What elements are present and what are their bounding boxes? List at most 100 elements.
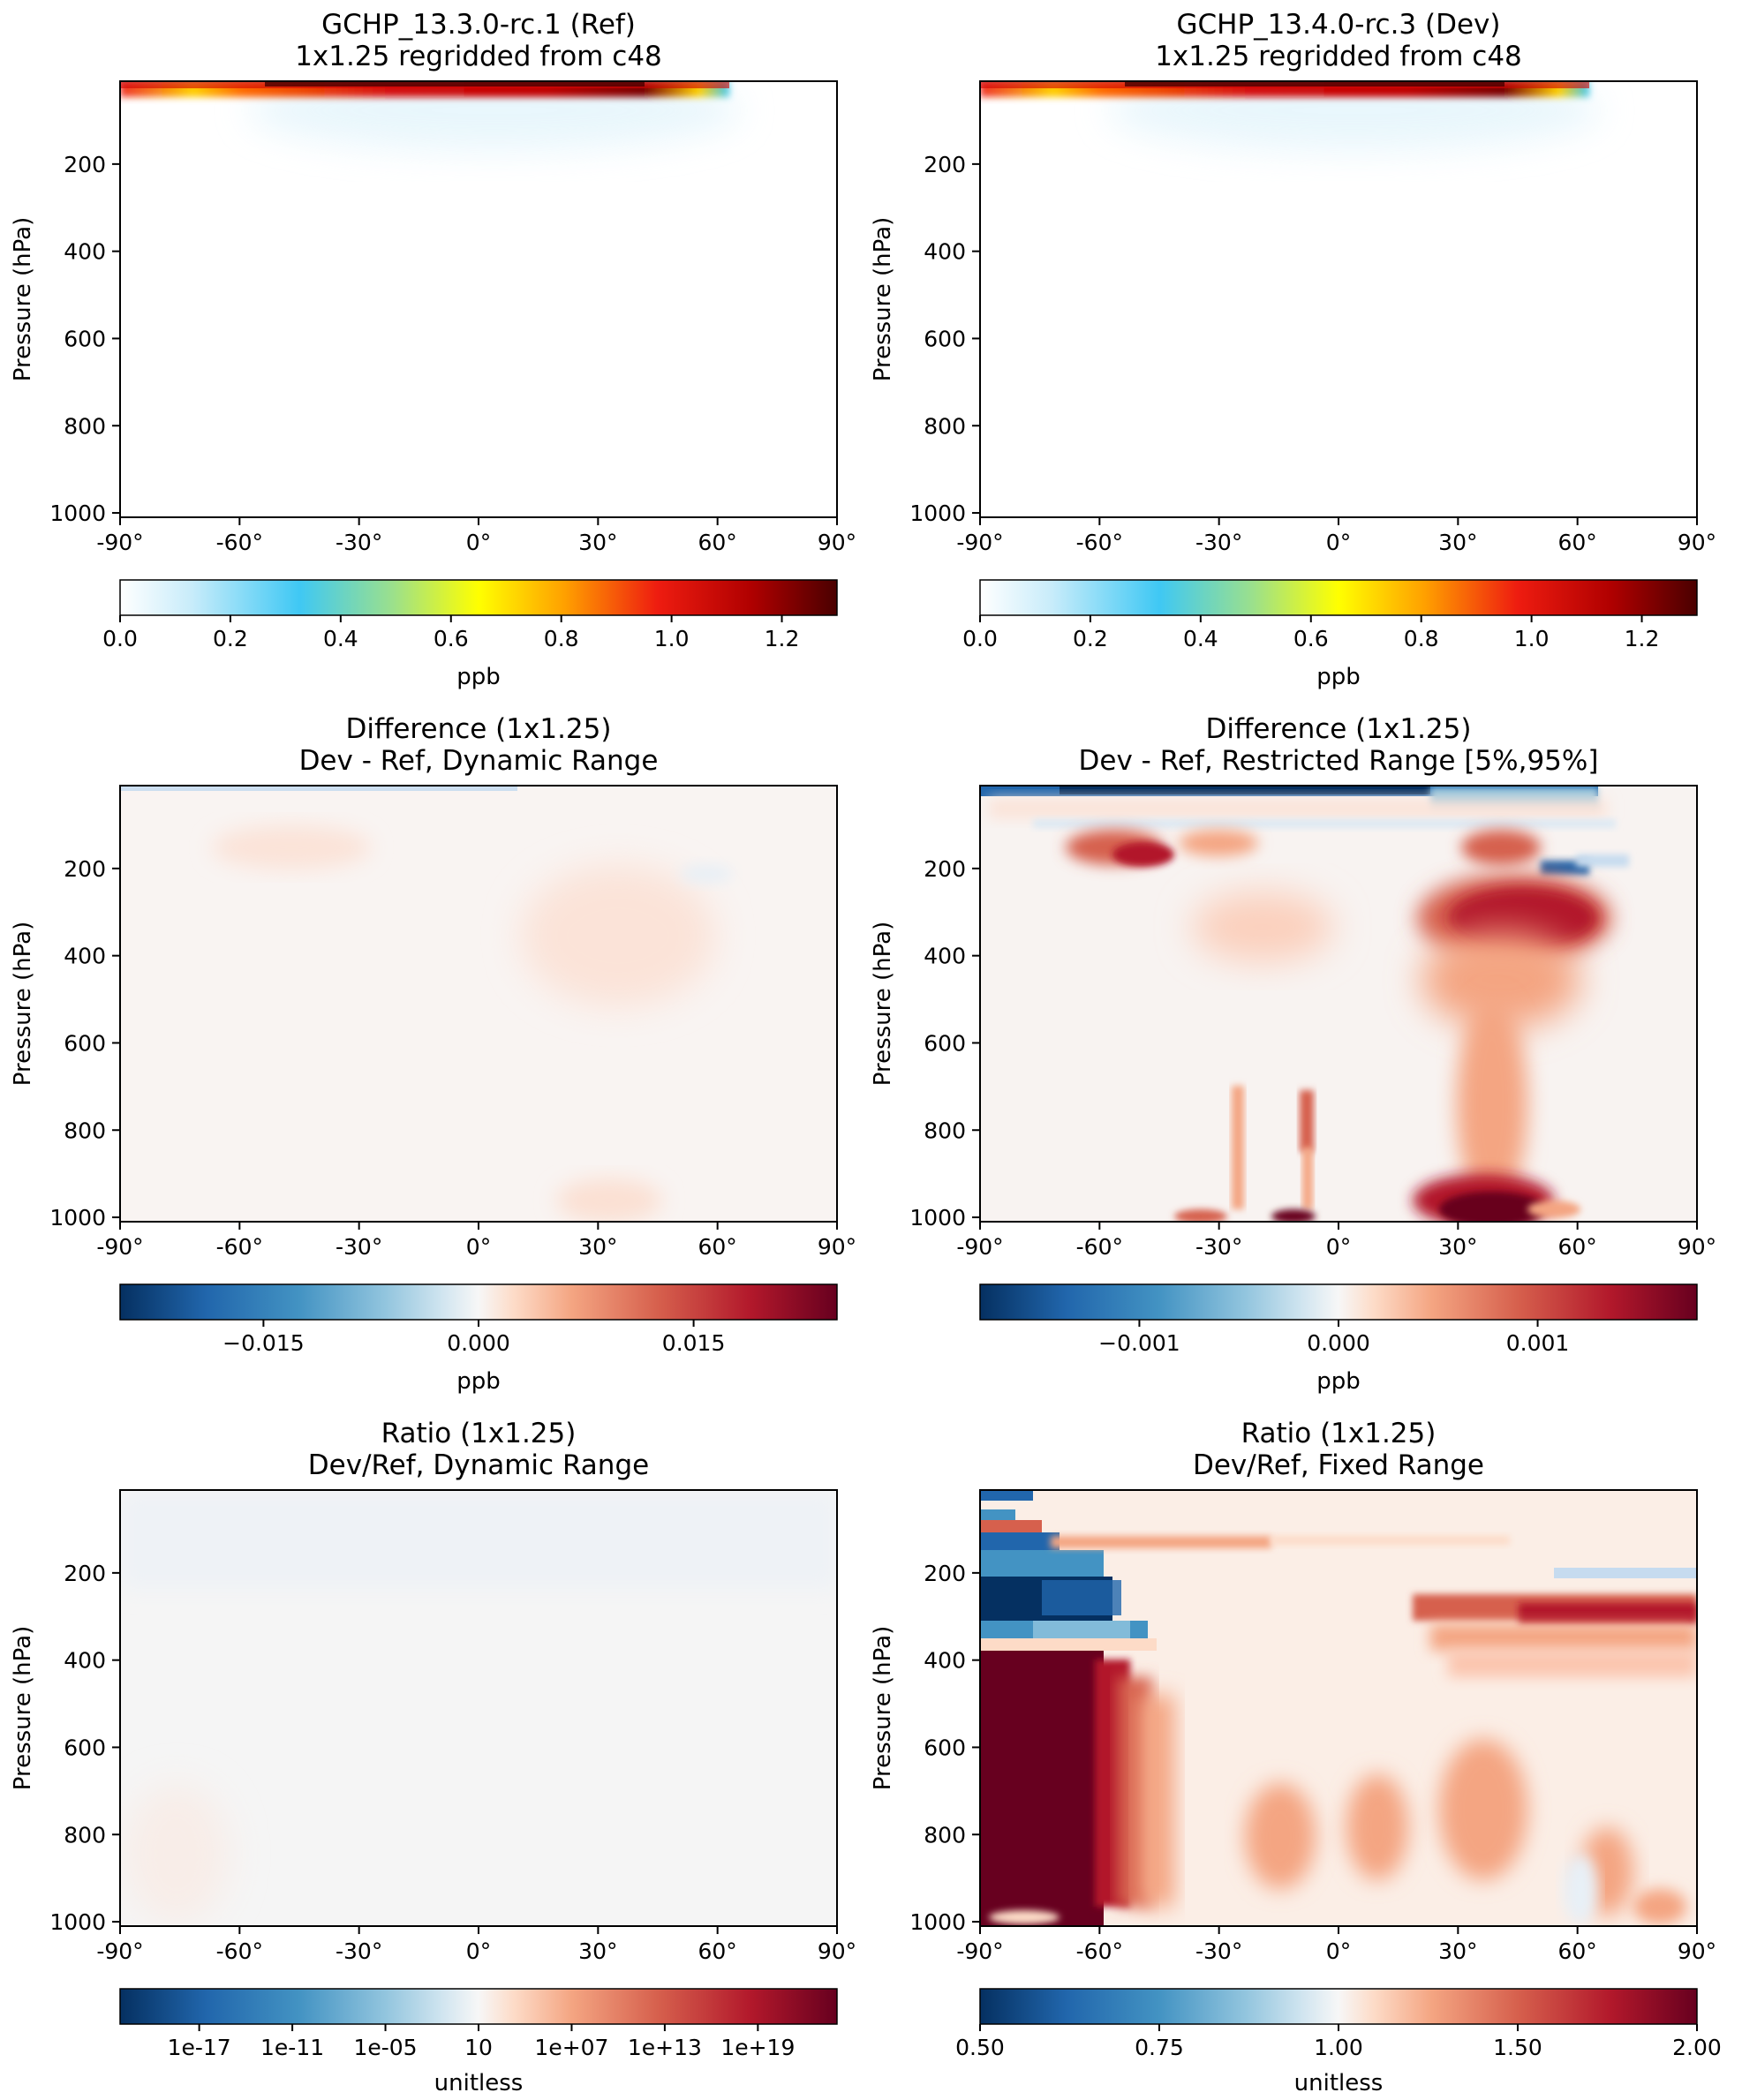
x-tick-label: -90° (96, 530, 143, 555)
colorbar-label: unitless (1294, 2070, 1384, 2096)
x-tick-label: -90° (96, 1234, 143, 1260)
y-tick-label: 1000 (909, 1205, 966, 1231)
colorbar-tick-label: 0.8 (544, 626, 579, 651)
y-axis: 200 400 600 800 1000 (49, 152, 120, 526)
panel-title: Difference (1x1.25) (1206, 713, 1472, 745)
x-tick-label: -90° (956, 530, 1003, 555)
y-tick-label: 200 (64, 856, 106, 882)
x-tick-label: 0° (1326, 530, 1351, 555)
y-tick-label: 800 (64, 1822, 106, 1848)
panel-ratio-dynamic: Ratio (1x1.25) Dev/Ref, Dynamic Range -9… (10, 1418, 856, 2096)
colorbar-ticks: 0.0 0.2 0.4 0.6 0.8 1.0 1.2 (102, 615, 799, 651)
x-tick-label: 30° (578, 1234, 617, 1260)
colorbar-tick-label: 1e-05 (353, 2035, 417, 2060)
x-tick-label: 90° (818, 1938, 856, 1964)
panel-title: Ratio (1x1.25) (381, 1418, 577, 1449)
colorbar (979, 579, 1698, 616)
y-tick-label: 800 (924, 1118, 966, 1143)
colorbar-ticks: 0.0 0.2 0.4 0.6 0.8 1.0 1.2 (962, 615, 1659, 651)
y-tick-label: 200 (64, 152, 106, 177)
y-tick-label: 200 (924, 1561, 966, 1586)
x-tick-label: -30° (336, 1938, 382, 1964)
colorbar-tick-label: 0.75 (1135, 2035, 1184, 2060)
x-tick-label: -30° (1195, 1938, 1242, 1964)
x-tick-label: -60° (216, 1938, 263, 1964)
y-axis-label: Pressure (hPa) (870, 217, 896, 382)
x-tick-label: -60° (1076, 1938, 1123, 1964)
y-tick-label: 1000 (49, 1205, 106, 1231)
x-tick-label: 90° (818, 530, 856, 555)
colorbar-tick-label: 1.0 (1514, 626, 1550, 651)
x-axis: -90° -60° -30° 0° 30° 60° 90° (96, 1222, 856, 1260)
x-axis: -90° -60° -30° 0° 30° 60° 90° (96, 517, 856, 555)
y-tick-label: 400 (924, 1648, 966, 1674)
colorbar-tick-label: 1.00 (1314, 2035, 1363, 2060)
heatmap-field (120, 81, 742, 150)
x-tick-label: -30° (1195, 1234, 1242, 1260)
colorbar-tick-label: 1e+13 (628, 2035, 702, 2060)
plot-background (980, 81, 1697, 517)
colorbar-tick-label: 0.0 (962, 626, 998, 651)
x-tick-label: 60° (698, 1938, 737, 1964)
x-tick-label: 30° (1438, 1938, 1477, 1964)
x-tick-label: 0° (1326, 1938, 1351, 1964)
y-tick-label: 800 (924, 413, 966, 439)
x-tick-label: -60° (1076, 530, 1123, 555)
x-tick-label: 90° (818, 1234, 856, 1260)
y-tick-label: 800 (64, 413, 106, 439)
colorbar-label: ppb (1316, 1368, 1361, 1395)
heatmap-field (120, 1492, 837, 1924)
panel-dev: GCHP_13.4.0-rc.3 (Dev) 1x1.25 regridded … (870, 9, 1716, 690)
x-tick-label: 30° (578, 1938, 617, 1964)
heatmap-field (980, 81, 1602, 150)
x-tick-label: 60° (698, 530, 737, 555)
x-tick-label: -60° (1076, 1234, 1123, 1260)
y-axis-label: Pressure (hPa) (870, 922, 896, 1087)
y-tick-label: 200 (924, 152, 966, 177)
y-tick-label: 600 (924, 1030, 966, 1056)
panel-subtitle: Dev - Ref, Dynamic Range (299, 745, 659, 777)
colorbar-tick-label: 1.0 (654, 626, 690, 651)
y-tick-label: 400 (924, 944, 966, 969)
colorbar (119, 1283, 838, 1321)
x-tick-label: -60° (216, 1234, 263, 1260)
y-tick-label: 600 (64, 326, 106, 351)
x-tick-label: 90° (1678, 1234, 1716, 1260)
panel-title: Difference (1x1.25) (346, 713, 612, 745)
colorbar-tick-label: 0.4 (323, 626, 358, 651)
y-tick-label: 800 (924, 1822, 966, 1848)
colorbar-ticks: 0.50 0.75 1.00 1.50 2.00 (955, 2024, 1722, 2060)
y-axis-label: Pressure (hPa) (10, 922, 36, 1087)
y-tick-label: 600 (64, 1735, 106, 1760)
colorbar-tick-label: 0.4 (1183, 626, 1218, 651)
x-tick-label: -30° (336, 1234, 382, 1260)
colorbar-tick-label: 0.50 (955, 2035, 1005, 2060)
x-tick-label: -30° (1195, 530, 1242, 555)
panel-title: GCHP_13.3.0-rc.1 (Ref) (321, 9, 636, 41)
x-tick-label: 30° (1438, 1234, 1477, 1260)
panel-subtitle: Dev - Ref, Restricted Range [5%,95%] (1079, 745, 1599, 777)
panel-ref: GCHP_13.3.0-rc.1 (Ref) 1x1.25 regridded … (10, 9, 856, 690)
x-tick-label: -60° (216, 530, 263, 555)
x-tick-label: 30° (578, 530, 617, 555)
y-tick-label: 200 (924, 856, 966, 882)
x-axis: -90° -60° -30° 0° 30° 60° 90° (956, 517, 1716, 555)
x-tick-label: 30° (1438, 530, 1477, 555)
colorbar-ticks: 1e-17 1e-11 1e-05 10 1e+07 1e+13 1e+19 (168, 2024, 795, 2060)
colorbar-tick-label: 2.00 (1672, 2035, 1722, 2060)
y-tick-label: 400 (924, 239, 966, 265)
x-axis: -90° -60° -30° 0° 30° 60° 90° (956, 1926, 1716, 1964)
y-axis: 200 400 600 800 1000 (49, 1561, 120, 1935)
x-tick-label: 0° (466, 1938, 491, 1964)
y-tick-label: 1000 (49, 1909, 106, 1935)
colorbar-tick-label: 0.000 (447, 1330, 510, 1356)
colorbar-tick-label: 0.6 (1293, 626, 1329, 651)
colorbar-tick-label: 0.000 (1307, 1330, 1370, 1356)
y-axis-label: Pressure (hPa) (10, 1626, 36, 1791)
colorbar-tick-label: 1e-11 (260, 2035, 324, 2060)
colorbar-tick-label: 1e-17 (168, 2035, 231, 2060)
panel-title: Ratio (1x1.25) (1241, 1418, 1437, 1449)
panel-difference-restricted: Difference (1x1.25) Dev - Ref, Restricte… (870, 713, 1716, 1395)
colorbar-tick-label: 1.50 (1493, 2035, 1542, 2060)
y-tick-label: 1000 (909, 1909, 966, 1935)
